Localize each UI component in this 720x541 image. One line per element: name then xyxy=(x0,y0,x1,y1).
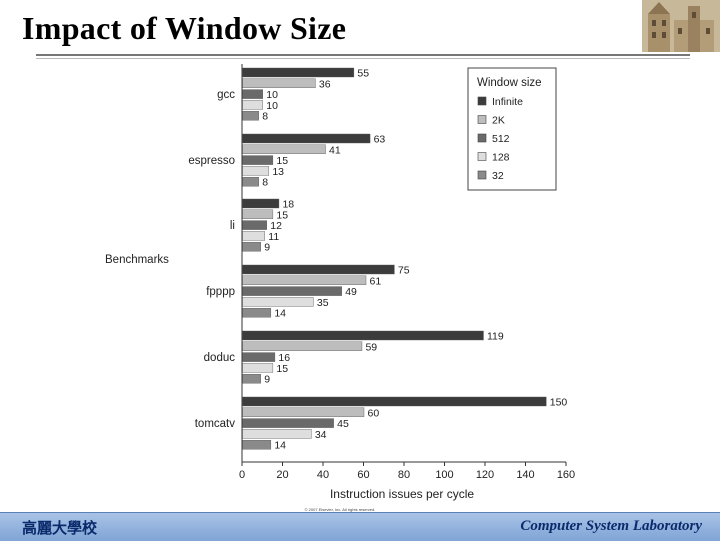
data-label: 150 xyxy=(550,397,568,409)
x-tick-label: 120 xyxy=(476,469,494,481)
data-label: 75 xyxy=(398,265,410,277)
slide-title: Impact of Window Size xyxy=(22,10,347,46)
bar-tomcatv-32 xyxy=(242,440,272,450)
legend-entry: 2K xyxy=(492,115,505,127)
bar-li-2k xyxy=(242,209,274,220)
category-label: li xyxy=(230,220,235,232)
data-label: 8 xyxy=(262,177,268,189)
data-label: 10 xyxy=(266,100,278,112)
bar-fpppp-128 xyxy=(242,297,314,307)
data-label: 55 xyxy=(357,68,369,80)
data-label: 119 xyxy=(487,331,504,343)
bar-tomcatv-2k xyxy=(242,407,365,417)
bar-li-128 xyxy=(242,231,265,241)
bar-gcc-32 xyxy=(242,110,259,121)
x-tick-label: 160 xyxy=(557,469,575,481)
data-label: 16 xyxy=(278,352,290,364)
data-label: 61 xyxy=(370,275,382,287)
data-label: 18 xyxy=(282,199,294,211)
x-tick-label: 140 xyxy=(516,469,534,481)
bar-fpppp-infinite xyxy=(242,264,395,275)
data-label: 49 xyxy=(345,286,357,298)
bar-espresso-infinite xyxy=(242,133,371,144)
title-divider xyxy=(36,54,690,56)
y-axis-label: Benchmarks xyxy=(105,254,169,266)
data-label: 13 xyxy=(272,166,284,178)
x-tick-label: 60 xyxy=(357,469,369,481)
legend-swatch-128 xyxy=(477,152,487,161)
university-building-logo xyxy=(642,0,720,52)
bar-fpppp-32 xyxy=(242,308,272,318)
x-tick-label: 80 xyxy=(398,469,410,481)
legend-title: Window size xyxy=(477,77,542,89)
bar-tomcatv-infinite xyxy=(242,396,547,407)
bar-li-infinite xyxy=(242,198,280,209)
legend-entry: 128 xyxy=(492,152,510,164)
data-label: 15 xyxy=(276,209,288,221)
data-label: 41 xyxy=(329,144,341,156)
data-label: 14 xyxy=(274,440,286,452)
bar-li-512 xyxy=(242,220,267,230)
lab-name: Computer System Laboratory xyxy=(520,518,702,534)
bar-espresso-2k xyxy=(242,144,326,155)
data-label: 14 xyxy=(274,308,286,320)
data-label: 11 xyxy=(268,231,279,243)
bar-doduc-infinite xyxy=(242,330,484,341)
data-label: 34 xyxy=(315,429,327,441)
legend-swatch-32 xyxy=(477,170,487,180)
category-label: espresso xyxy=(188,155,235,167)
x-tick-label: 20 xyxy=(276,469,288,481)
bar-fpppp-2k xyxy=(242,275,367,285)
title-divider-thin xyxy=(36,58,690,59)
data-label: 36 xyxy=(319,78,331,90)
data-label: 45 xyxy=(337,418,349,430)
data-label: 8 xyxy=(262,111,268,123)
data-label: 12 xyxy=(270,220,282,232)
bar-doduc-32 xyxy=(242,374,261,384)
legend-swatch-512 xyxy=(477,133,487,143)
bar-tomcatv-128 xyxy=(242,429,312,439)
data-label: 59 xyxy=(365,341,377,353)
bar-doduc-128 xyxy=(242,363,274,373)
category-label: fpppp xyxy=(206,286,235,298)
legend-swatch-2k xyxy=(477,115,487,124)
category-label: tomcatv xyxy=(195,418,236,430)
x-tick-label: 100 xyxy=(435,469,453,481)
bar-tomcatv-512 xyxy=(242,418,334,428)
bar-gcc-512 xyxy=(242,89,263,99)
bar-gcc-128 xyxy=(242,100,263,110)
data-label: 63 xyxy=(374,134,386,146)
data-label: 9 xyxy=(264,374,270,386)
copyright-note: © 2007 Elsevier, Inc. All rights reserve… xyxy=(305,507,376,512)
category-label: gcc xyxy=(217,89,235,101)
bar-doduc-512 xyxy=(242,352,276,362)
bar-gcc-infinite xyxy=(242,67,355,78)
bar-espresso-32 xyxy=(242,176,259,187)
bar-gcc-2k xyxy=(242,78,316,89)
bar-doduc-2k xyxy=(242,341,363,351)
bar-espresso-512 xyxy=(242,155,274,165)
legend-entry: 512 xyxy=(492,133,510,145)
legend-swatch-infinite xyxy=(477,96,487,106)
x-axis-label: Instruction issues per cycle xyxy=(330,487,474,501)
bar-li-32 xyxy=(242,241,261,252)
bar-espresso-128 xyxy=(242,166,270,176)
bar-fpppp-512 xyxy=(242,286,342,296)
data-label: 15 xyxy=(276,155,288,167)
x-tick-label: 0 xyxy=(239,469,245,481)
data-label: 60 xyxy=(368,407,380,419)
data-label: 9 xyxy=(264,242,270,254)
category-label: doduc xyxy=(204,352,236,364)
legend-entry: Infinite xyxy=(492,96,523,108)
data-label: 15 xyxy=(276,363,288,375)
legend-box xyxy=(467,67,557,191)
data-label: 10 xyxy=(266,89,278,101)
x-tick-label: 40 xyxy=(317,469,329,481)
data-label: 35 xyxy=(317,297,329,309)
footer-bar: 高麗大學校 Computer System Laboratory xyxy=(0,512,720,541)
university-name: 高麗大學校 xyxy=(22,519,98,537)
legend-entry: 32 xyxy=(492,170,504,182)
